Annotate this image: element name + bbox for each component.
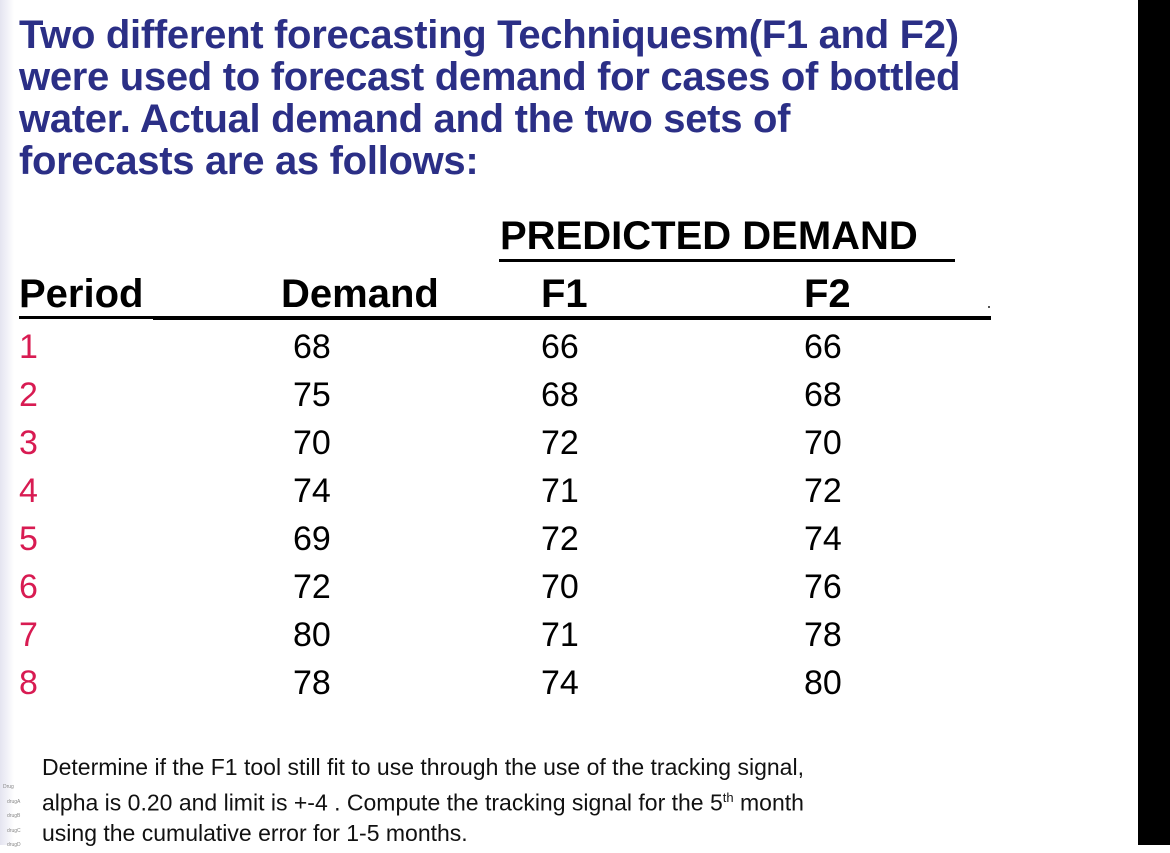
mini-legend-item: drugB xyxy=(7,813,21,819)
demand-cell: 72 xyxy=(293,568,331,606)
column-header-f2: F2 xyxy=(804,272,851,316)
period-cell: 3 xyxy=(19,424,38,462)
period-cell: 8 xyxy=(19,664,38,702)
title-line-2: were used to forecast demand for cases o… xyxy=(19,55,961,99)
left-edge-shade xyxy=(0,0,14,845)
table-row: 5 69 72 74 xyxy=(0,517,1000,565)
period-cell: 5 xyxy=(19,520,38,558)
demand-cell: 69 xyxy=(293,520,331,558)
f2-cell: 70 xyxy=(804,424,842,462)
table-header-rule xyxy=(153,316,991,320)
mini-legend-item: drugD xyxy=(7,842,21,848)
mini-legend-title: Drug xyxy=(3,784,14,790)
column-header-demand: Demand xyxy=(281,272,439,316)
f2-cell: 80 xyxy=(804,664,842,702)
right-black-bar xyxy=(1138,0,1170,845)
f2-cell: 72 xyxy=(804,472,842,510)
ordinal-suffix: th xyxy=(722,789,734,805)
demand-cell: 70 xyxy=(293,424,331,462)
f1-cell: 71 xyxy=(541,616,579,654)
title-line-1: Two different forecasting Techniquesm(F1… xyxy=(19,13,959,57)
f1-cell: 72 xyxy=(541,520,579,558)
f2-cell: 66 xyxy=(804,328,842,366)
question-line-2-text: alpha is 0.20 and limit is +-4 . Compute… xyxy=(42,789,723,816)
period-cell: 7 xyxy=(19,616,38,654)
demand-cell: 80 xyxy=(293,616,331,654)
period-cell: 2 xyxy=(19,376,38,414)
predicted-demand-header: PREDICTED DEMAND xyxy=(500,214,918,258)
slide-title: Two different forecasting Techniquesm(F1… xyxy=(19,14,1079,182)
table-row: 7 80 71 78 xyxy=(0,613,1000,661)
table-row: 1 68 66 66 xyxy=(0,325,1000,373)
question-line-2-end: month xyxy=(733,789,804,816)
demand-cell: 68 xyxy=(293,328,331,366)
demand-cell: 74 xyxy=(293,472,331,510)
period-cell: 6 xyxy=(19,568,38,606)
table-row: 3 70 72 70 xyxy=(0,421,1000,469)
mini-legend-item: drugC xyxy=(7,827,21,834)
table-row: 2 75 68 68 xyxy=(0,373,1000,421)
question-text: Determine if the F1 tool still fit to us… xyxy=(42,752,942,848)
f2-cell: 68 xyxy=(804,376,842,414)
f1-cell: 68 xyxy=(541,376,579,414)
title-line-3: water. Actual demand and the two sets of xyxy=(19,97,791,141)
f1-cell: 71 xyxy=(541,472,579,510)
question-line-2: alpha is 0.20 and limit is +-4 . Compute… xyxy=(42,783,942,818)
f1-cell: 74 xyxy=(541,664,579,702)
f1-cell: 72 xyxy=(541,424,579,462)
table-row: 4 74 71 72 xyxy=(0,469,1000,517)
period-header-underline xyxy=(19,316,153,319)
f1-cell: 70 xyxy=(541,568,579,606)
demand-cell: 78 xyxy=(293,664,331,702)
period-cell: 4 xyxy=(19,472,38,510)
period-cell: 1 xyxy=(19,328,38,366)
mini-legend-item: drugA xyxy=(7,798,21,805)
demand-cell: 75 xyxy=(293,376,331,414)
f2-cell: 76 xyxy=(804,568,842,606)
column-header-f1: F1 xyxy=(541,272,588,316)
f2-cell: 78 xyxy=(804,616,842,654)
question-line-1: Determine if the F1 tool still fit to us… xyxy=(42,754,804,780)
predicted-demand-underline xyxy=(499,259,955,262)
title-line-4: forecasts are as follows: xyxy=(19,139,479,183)
table-row: 8 78 74 80 xyxy=(0,661,1000,709)
mini-legend: Drug drugA drugB drugC drugD xyxy=(3,780,23,853)
stray-dot xyxy=(988,306,990,308)
question-line-3: using the cumulative error for 1-5 month… xyxy=(42,819,468,846)
f1-cell: 66 xyxy=(541,328,579,366)
table-row: 6 72 70 76 xyxy=(0,565,1000,613)
column-header-period: Period xyxy=(19,272,144,316)
f2-cell: 74 xyxy=(804,520,842,558)
